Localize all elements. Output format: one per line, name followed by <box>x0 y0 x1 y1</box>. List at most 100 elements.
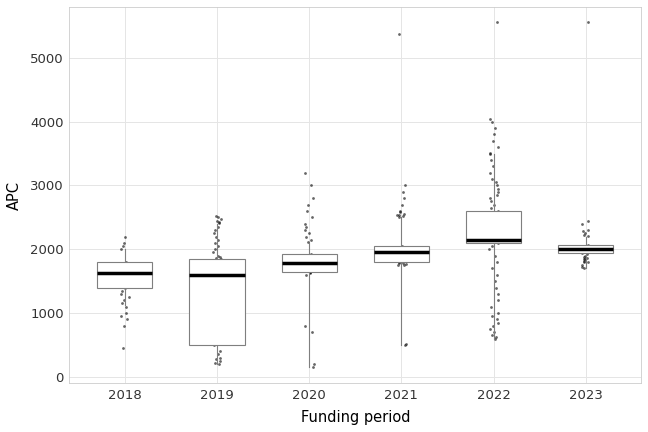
Point <box>121 263 131 270</box>
Point <box>119 345 129 352</box>
Point <box>485 230 495 237</box>
Point <box>116 245 126 252</box>
Point <box>124 294 135 301</box>
Point <box>397 188 408 195</box>
Point <box>398 244 408 251</box>
Point <box>119 239 129 246</box>
Point <box>212 217 222 224</box>
Point <box>397 256 408 263</box>
Point <box>122 273 133 280</box>
Point <box>117 287 127 294</box>
X-axis label: Funding period: Funding period <box>301 410 410 425</box>
Point <box>214 284 224 291</box>
Point <box>583 251 593 258</box>
Point <box>400 260 411 267</box>
Point <box>307 329 318 336</box>
Point <box>121 260 131 267</box>
Point <box>209 257 220 264</box>
Point <box>579 255 589 262</box>
Point <box>397 201 408 208</box>
Point <box>487 234 498 241</box>
Point <box>210 294 220 301</box>
Point <box>396 243 406 250</box>
Point <box>209 287 219 294</box>
Point <box>120 277 130 284</box>
Point <box>303 266 314 273</box>
Point <box>577 250 587 257</box>
Point <box>215 254 226 260</box>
Point <box>119 266 129 273</box>
Point <box>577 264 588 270</box>
Point <box>486 198 496 205</box>
Bar <box>374 246 429 262</box>
Point <box>395 248 405 254</box>
Point <box>486 238 496 245</box>
Point <box>584 243 594 250</box>
Point <box>121 283 131 290</box>
Point <box>580 244 590 251</box>
Point <box>303 201 313 208</box>
Point <box>578 245 588 251</box>
Point <box>308 195 318 202</box>
Point <box>395 207 406 214</box>
Point <box>393 213 404 220</box>
Point <box>121 276 131 283</box>
Point <box>490 278 500 285</box>
Point <box>491 220 501 227</box>
Point <box>117 265 128 272</box>
Point <box>488 137 498 144</box>
Point <box>393 259 404 266</box>
Point <box>116 269 126 276</box>
Point <box>308 263 318 270</box>
Point <box>211 340 222 346</box>
Point <box>213 337 224 344</box>
Point <box>492 223 503 230</box>
Point <box>213 252 223 259</box>
Point <box>491 239 501 246</box>
Point <box>211 335 221 342</box>
Point <box>400 252 411 259</box>
Point <box>305 267 316 274</box>
Point <box>489 231 499 238</box>
Point <box>484 325 494 332</box>
Point <box>489 201 499 208</box>
Point <box>396 251 406 258</box>
Point <box>487 313 497 320</box>
Point <box>487 243 497 250</box>
Point <box>216 297 226 304</box>
Point <box>115 313 126 320</box>
Point <box>207 249 218 256</box>
Point <box>210 321 220 328</box>
Point <box>209 339 220 346</box>
Point <box>207 269 218 276</box>
Point <box>486 238 496 245</box>
Point <box>583 217 593 224</box>
Point <box>579 232 589 239</box>
Point <box>400 341 410 348</box>
Point <box>485 150 495 157</box>
Point <box>209 310 220 317</box>
Point <box>210 318 220 325</box>
Point <box>399 255 409 262</box>
Point <box>119 264 130 270</box>
Point <box>211 314 222 321</box>
Point <box>213 290 224 297</box>
Point <box>400 182 410 189</box>
Point <box>305 270 316 277</box>
Point <box>209 337 219 343</box>
Point <box>492 188 503 195</box>
Point <box>208 313 218 320</box>
Point <box>577 228 588 235</box>
Point <box>492 185 503 192</box>
Point <box>117 300 127 307</box>
Point <box>209 278 219 285</box>
Point <box>492 239 503 246</box>
Point <box>115 274 126 281</box>
Point <box>215 270 226 277</box>
Point <box>304 230 314 237</box>
Point <box>399 195 410 202</box>
Point <box>487 265 497 272</box>
Point <box>485 231 495 238</box>
Point <box>213 311 223 318</box>
Bar <box>558 245 614 253</box>
